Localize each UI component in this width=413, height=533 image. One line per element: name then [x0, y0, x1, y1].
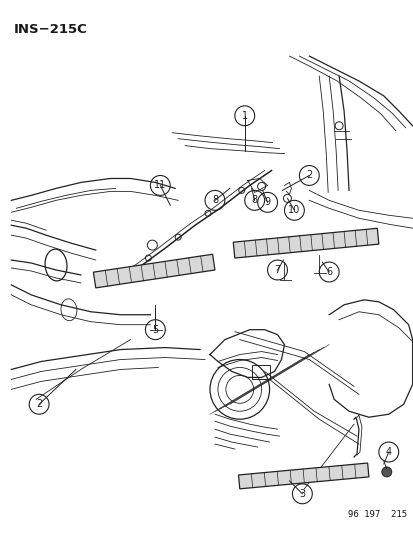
Text: 3: 3	[299, 489, 305, 499]
Text: 5: 5	[152, 325, 158, 335]
Polygon shape	[233, 228, 378, 258]
Circle shape	[145, 255, 151, 261]
Text: 10: 10	[287, 205, 300, 215]
Text: 4: 4	[385, 447, 391, 457]
Text: 96 197  215: 96 197 215	[347, 510, 406, 519]
Text: 6: 6	[325, 267, 332, 277]
Circle shape	[381, 467, 391, 477]
Circle shape	[238, 188, 244, 193]
Text: 2: 2	[36, 399, 42, 409]
Text: INS−215C: INS−215C	[13, 23, 87, 36]
Polygon shape	[238, 463, 368, 489]
Polygon shape	[93, 254, 214, 288]
Text: 7: 7	[274, 265, 280, 275]
Text: 1: 1	[241, 111, 247, 121]
Text: 11: 11	[154, 181, 166, 190]
Text: 8: 8	[251, 196, 257, 205]
Text: 9: 9	[264, 197, 270, 207]
Circle shape	[175, 234, 181, 240]
Text: 8: 8	[211, 196, 218, 205]
Circle shape	[204, 211, 211, 216]
Text: 2: 2	[306, 171, 312, 181]
